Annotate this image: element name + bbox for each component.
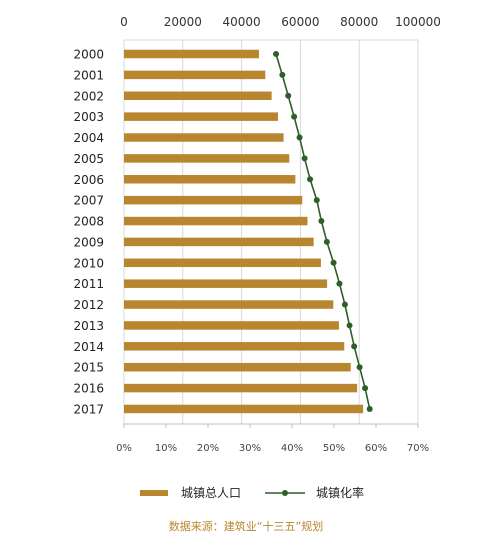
line-point [356, 364, 363, 371]
bottom-tick-label: 50% [323, 443, 345, 454]
top-tick-label: 40000 [223, 15, 261, 29]
bar [124, 154, 290, 163]
line-point [291, 113, 298, 120]
bar [124, 216, 308, 226]
category-label: 2004 [73, 131, 104, 145]
line-point [351, 343, 358, 350]
line-point [330, 259, 337, 266]
line-point [341, 301, 348, 308]
top-axis-ticks: 0 20000 40000 60000 80000 100000 [120, 15, 441, 29]
bottom-tick-label: 70% [407, 443, 429, 454]
line-point [336, 280, 343, 287]
bottom-tick-label: 20% [197, 443, 219, 454]
line-point [296, 134, 303, 141]
series-line [275, 53, 371, 410]
top-tick-label: 60000 [281, 15, 319, 29]
legend-label-line: 城镇化率 [316, 485, 364, 500]
category-label: 2000 [73, 48, 104, 62]
category-label: 2016 [73, 382, 104, 396]
bar [124, 258, 321, 268]
category-label: 2012 [73, 298, 104, 312]
bar [124, 404, 364, 414]
bar [124, 175, 296, 184]
line-point [285, 92, 292, 99]
category-label: 2006 [73, 173, 104, 187]
category-labels: 2000 2001 2002 2003 2004 2005 2006 2007 2008 2009… [73, 48, 104, 417]
bar [124, 383, 358, 393]
bar [124, 112, 278, 121]
line-point [318, 218, 325, 225]
top-tick-label: 80000 [340, 15, 378, 29]
bar [124, 321, 339, 330]
category-label: 2014 [73, 340, 104, 354]
category-label: 2008 [73, 215, 104, 229]
bottom-tick-label: 0% [116, 443, 132, 454]
line-point [273, 51, 280, 57]
top-tick-label: 20000 [164, 15, 202, 29]
category-label: 2017 [73, 402, 104, 416]
line-point [307, 176, 314, 183]
line-point [301, 155, 308, 162]
bar [124, 70, 266, 80]
bar [124, 49, 259, 59]
top-tick-label: 100000 [395, 15, 441, 29]
category-label: 2001 [73, 68, 104, 82]
bottom-tick-label: 40% [281, 443, 303, 454]
legend: 城镇总人口 城镇化率 [140, 485, 364, 500]
category-label: 2010 [73, 256, 104, 270]
bar [124, 133, 284, 142]
category-label: 2011 [73, 277, 104, 291]
bottom-tick-label: 30% [239, 443, 261, 454]
line-point [323, 238, 330, 245]
source-note: 数据来源：建筑业“十三五”规划 [169, 519, 323, 533]
bottom-tick-label: 10% [155, 443, 177, 454]
line-series [273, 51, 373, 412]
line-point [313, 197, 320, 204]
category-label: 2015 [73, 361, 104, 375]
bar [124, 279, 328, 288]
top-tick-label: 0 [120, 15, 128, 29]
legend-swatch-dot [282, 490, 288, 496]
bar [124, 237, 314, 247]
bar [124, 342, 345, 351]
bar [124, 195, 303, 205]
line-point [346, 322, 353, 329]
category-label: 2002 [73, 89, 104, 103]
category-label: 2005 [73, 152, 104, 166]
legend-swatch-bar [140, 490, 168, 496]
category-label: 2009 [73, 235, 104, 249]
line-point [366, 405, 373, 412]
bar-series [124, 49, 364, 414]
bar [124, 300, 334, 309]
category-label: 2007 [73, 194, 104, 208]
bar [124, 362, 351, 372]
bar [124, 91, 272, 101]
bottom-axis-ticks: 0% 10% 20% 30% 40% 50% 60% 70% [116, 443, 429, 454]
line-point [279, 71, 286, 78]
legend-label-bar: 城镇总人口 [181, 486, 241, 500]
grid [123, 39, 419, 428]
category-label: 2013 [73, 319, 104, 333]
bottom-tick-label: 60% [365, 443, 387, 454]
line-point [362, 385, 369, 392]
category-label: 2003 [73, 110, 104, 124]
